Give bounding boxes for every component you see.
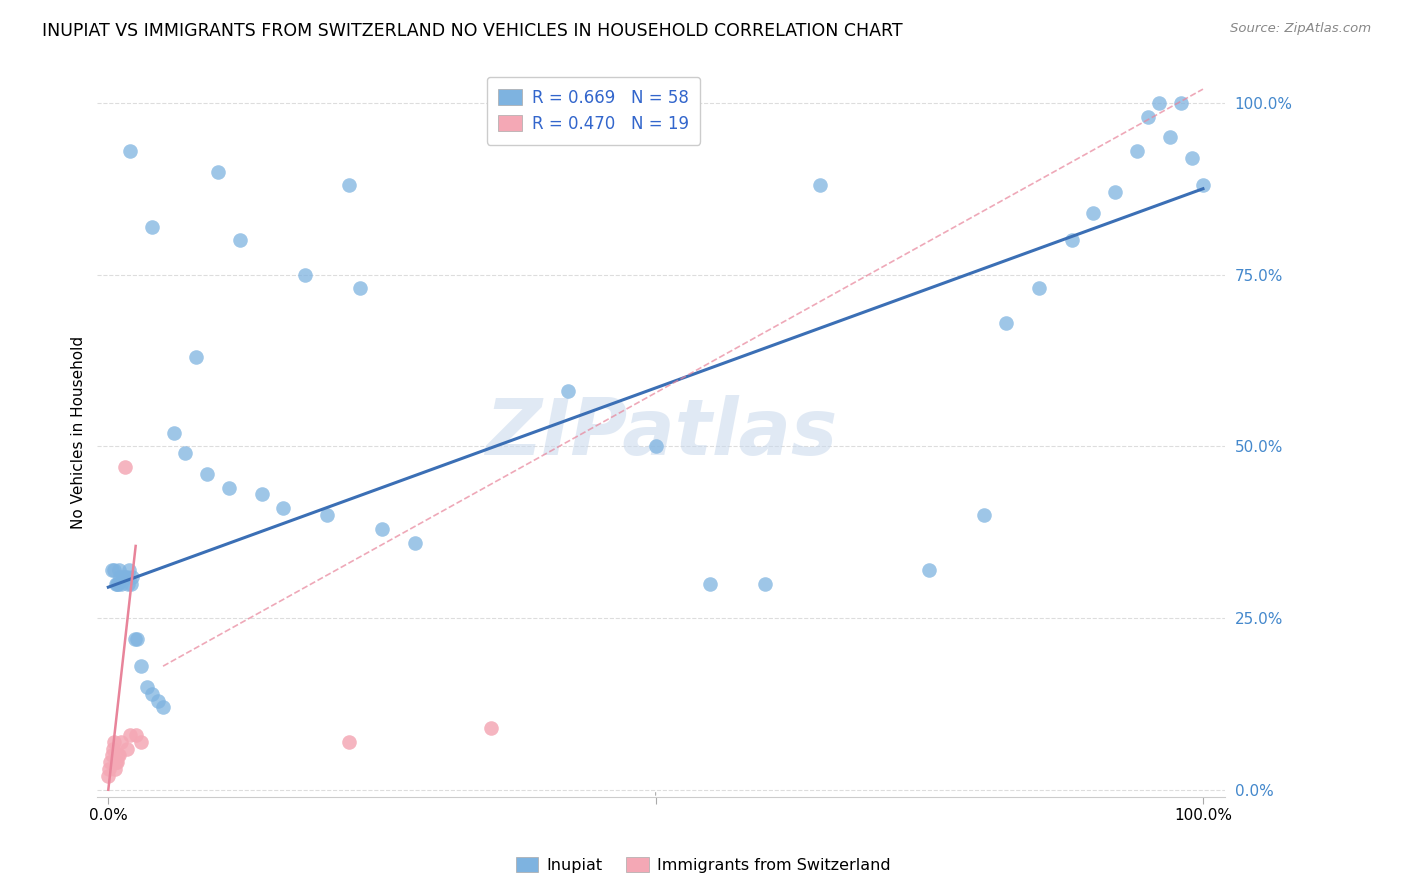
Point <box>699 576 721 591</box>
Point <box>103 563 125 577</box>
Point <box>129 735 152 749</box>
Point <box>754 576 776 591</box>
Point <box>104 576 127 591</box>
Point <box>404 535 426 549</box>
Point <box>163 425 186 440</box>
Point <box>103 735 125 749</box>
Point <box>120 728 142 742</box>
Point <box>129 659 152 673</box>
Point <box>114 570 136 584</box>
Point <box>118 563 141 577</box>
Point <box>146 693 169 707</box>
Point <box>349 281 371 295</box>
Point <box>250 487 273 501</box>
Point <box>218 481 240 495</box>
Point <box>337 178 360 193</box>
Y-axis label: No Vehicles in Household: No Vehicles in Household <box>72 336 86 529</box>
Point <box>808 178 831 193</box>
Point <box>174 446 197 460</box>
Point <box>107 576 129 591</box>
Point <box>371 522 394 536</box>
Point <box>195 467 218 481</box>
Point <box>120 576 142 591</box>
Point <box>1126 144 1149 158</box>
Point <box>100 756 122 770</box>
Point <box>125 632 148 646</box>
Point <box>1083 206 1105 220</box>
Point <box>1170 95 1192 110</box>
Point <box>1028 281 1050 295</box>
Point <box>1137 110 1160 124</box>
Point <box>1060 233 1083 247</box>
Point <box>115 570 138 584</box>
Point <box>114 459 136 474</box>
Text: Source: ZipAtlas.com: Source: ZipAtlas.com <box>1230 22 1371 36</box>
Point <box>97 769 120 783</box>
Point <box>228 233 250 247</box>
Point <box>121 570 143 584</box>
Point <box>294 268 316 282</box>
Point <box>1159 130 1181 145</box>
Point <box>105 576 128 591</box>
Point <box>184 350 207 364</box>
Point <box>337 735 360 749</box>
Point <box>135 680 157 694</box>
Point <box>104 762 127 776</box>
Point <box>110 735 132 749</box>
Point <box>111 570 134 584</box>
Point <box>120 144 142 158</box>
Point <box>994 316 1017 330</box>
Point <box>481 721 503 735</box>
Point <box>100 563 122 577</box>
Point <box>110 570 132 584</box>
Legend: Inupiat, Immigrants from Switzerland: Inupiat, Immigrants from Switzerland <box>509 851 897 880</box>
Point <box>918 563 941 577</box>
Point <box>141 687 163 701</box>
Point <box>1181 151 1204 165</box>
Point <box>207 164 229 178</box>
Point <box>98 762 121 776</box>
Point <box>115 741 138 756</box>
Point <box>557 384 579 399</box>
Point <box>316 508 339 522</box>
Point <box>110 576 132 591</box>
Point <box>105 756 128 770</box>
Point <box>141 219 163 234</box>
Point <box>1192 178 1215 193</box>
Point <box>124 632 146 646</box>
Text: INUPIAT VS IMMIGRANTS FROM SWITZERLAND NO VEHICLES IN HOUSEHOLD CORRELATION CHAR: INUPIAT VS IMMIGRANTS FROM SWITZERLAND N… <box>42 22 903 40</box>
Point <box>108 748 131 763</box>
Legend: R = 0.669   N = 58, R = 0.470   N = 19: R = 0.669 N = 58, R = 0.470 N = 19 <box>486 77 700 145</box>
Text: ZIPatlas: ZIPatlas <box>485 394 837 471</box>
Point <box>973 508 995 522</box>
Point <box>117 576 139 591</box>
Point <box>644 439 666 453</box>
Point <box>124 728 146 742</box>
Point <box>104 756 127 770</box>
Point <box>107 748 129 763</box>
Point <box>101 741 124 756</box>
Point <box>1104 185 1126 199</box>
Point <box>108 563 131 577</box>
Point <box>100 748 122 763</box>
Point <box>152 700 174 714</box>
Point <box>273 501 295 516</box>
Point <box>1147 95 1170 110</box>
